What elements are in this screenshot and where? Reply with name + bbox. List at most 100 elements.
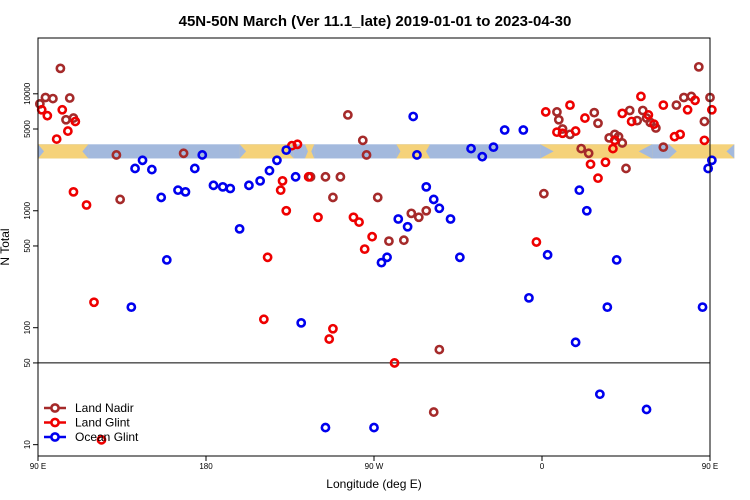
point-series-2: [428, 194, 439, 205]
legend-marker-1: [50, 417, 60, 428]
mask-edge-4-b: [638, 144, 653, 159]
point-series-1: [359, 244, 370, 255]
point-series-0: [48, 93, 58, 104]
mask-edge-4-a: [540, 144, 554, 159]
point-series-0: [55, 63, 66, 74]
point-series-2: [234, 223, 245, 234]
point-series-2: [542, 249, 553, 260]
mask-strip-land-4: [540, 144, 653, 159]
point-series-2: [499, 125, 510, 135]
point-series-2: [225, 183, 236, 194]
point-series-1: [292, 139, 303, 150]
point-series-0: [617, 138, 628, 148]
point-series-0: [357, 135, 368, 146]
point-series-1: [609, 135, 620, 146]
point-series-0: [621, 163, 631, 174]
point-series-0: [40, 92, 51, 103]
point-series-2: [421, 181, 432, 192]
point-series-0: [693, 61, 704, 72]
point-series-1: [275, 185, 286, 196]
point-series-0: [624, 105, 635, 116]
point-series-0: [320, 171, 331, 182]
x-axis-label: Longitude (deg E): [326, 477, 421, 491]
point-series-1: [51, 134, 62, 144]
point-series-0: [413, 212, 424, 223]
axes: 90 E 180 90 W 0 90 E 10 50 100 500 1000 5000 10000: [23, 82, 718, 471]
mask-strip-land-5: [668, 144, 735, 159]
x-tick-label: 90 W: [365, 462, 384, 471]
point-series-2: [488, 142, 499, 153]
point-series-1: [675, 129, 686, 140]
point-series-0: [632, 115, 643, 126]
point-series-1: [324, 334, 335, 344]
mask-strip-land-2: [304, 144, 315, 159]
point-series-2: [296, 317, 307, 328]
point-series-2: [208, 180, 219, 191]
y-tick-label: 5000: [23, 120, 32, 138]
x-tick-label: 0: [540, 462, 545, 471]
point-series-2: [156, 192, 167, 203]
point-series-0: [593, 118, 603, 129]
point-series-1: [42, 110, 53, 121]
point-series-1: [658, 100, 669, 111]
point-series-2: [320, 422, 331, 433]
point-series-1: [89, 297, 99, 308]
y-tick-label: 1000: [23, 201, 32, 219]
point-series-2: [126, 302, 137, 313]
mask-edge-5-b: [726, 144, 735, 159]
point-series-1: [258, 314, 269, 325]
point-series-2: [570, 337, 581, 348]
point-series-2: [180, 186, 191, 197]
point-series-1: [540, 107, 551, 117]
point-series-0: [553, 114, 564, 125]
point-series-0: [583, 148, 594, 159]
point-series-2: [244, 180, 254, 191]
point-series-1: [699, 135, 710, 146]
mask-edge-2-b: [311, 144, 315, 159]
point-series-1: [96, 434, 107, 445]
mask-edge-1-a: [239, 144, 247, 159]
point-series-1: [68, 186, 79, 197]
point-series-0: [328, 192, 338, 203]
point-series-2: [290, 171, 301, 182]
point-series-2: [369, 422, 379, 433]
point-series-2: [393, 214, 404, 224]
mask-edge-3-a: [396, 144, 401, 159]
point-series-1: [585, 159, 596, 170]
point-series-1: [570, 126, 581, 136]
point-series-0: [406, 208, 417, 219]
point-series-2: [524, 292, 534, 303]
point-series-2: [272, 155, 282, 166]
point-series-0: [538, 188, 549, 199]
point-series-2: [697, 302, 708, 313]
point-series-2: [130, 163, 140, 174]
point-series-0: [552, 107, 562, 117]
point-series-2: [594, 389, 605, 400]
point-series-2: [197, 150, 208, 160]
point-series-2: [173, 185, 183, 196]
point-series-1: [557, 128, 568, 139]
point-series-0: [342, 110, 353, 120]
mask-strip-land-0: [38, 144, 89, 159]
y-tick-label: 50: [23, 358, 32, 367]
y-tick-label: 10: [23, 440, 32, 449]
point-series-0: [335, 171, 346, 182]
point-series-2: [454, 252, 465, 263]
point-series-0: [434, 344, 445, 355]
point-series-2: [137, 155, 148, 166]
point-series-1: [565, 100, 575, 111]
point-series-0: [428, 407, 439, 417]
x-tick-label: 180: [199, 462, 213, 471]
plot-area: [34, 61, 735, 445]
mask-strip-land-1: [239, 144, 294, 159]
point-series-2: [402, 221, 413, 232]
point-series-2: [518, 125, 529, 135]
y-tick-label: 10000: [23, 82, 32, 105]
point-series-0: [111, 150, 122, 160]
point-series-2: [434, 203, 445, 214]
point-series-1: [690, 95, 700, 106]
point-series-1: [313, 212, 323, 223]
point-series-1: [617, 108, 628, 119]
point-series-2: [477, 151, 488, 162]
